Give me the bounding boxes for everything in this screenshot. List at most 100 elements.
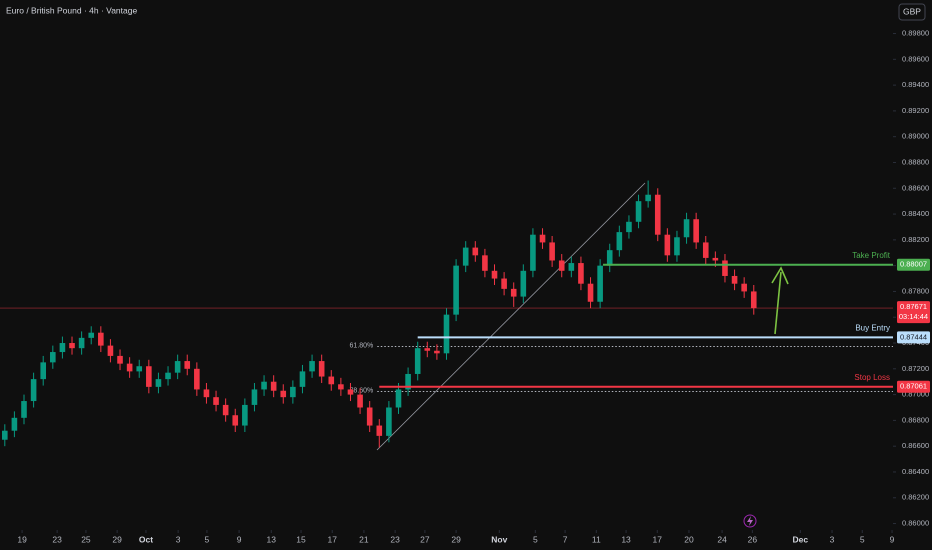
candle-body	[146, 366, 152, 387]
candle-body	[750, 291, 757, 309]
arrow-shaft	[774, 271, 782, 335]
chart-title: Euro / British Pound · 4h · Vantage	[6, 5, 137, 15]
y-tick-label: 0.89400	[902, 80, 929, 89]
candle-body	[184, 361, 191, 369]
candle-body	[251, 389, 258, 405]
candle-body	[405, 373, 411, 390]
candle-body	[395, 389, 402, 408]
y-tick-label: 0.86200	[902, 493, 929, 502]
candle-body	[414, 348, 421, 374]
candle-body	[50, 352, 56, 363]
fib-level-label: 61.80%	[350, 342, 374, 349]
candle-body	[136, 366, 143, 372]
candle-body	[491, 270, 498, 279]
x-tick-label: 25	[81, 534, 91, 544]
candle-body	[741, 283, 747, 292]
candle-body	[270, 381, 277, 391]
x-tick-label: 20	[684, 534, 694, 544]
candle-body	[98, 332, 104, 346]
candle-body	[165, 372, 171, 380]
arrow-head	[771, 266, 789, 285]
candle-body	[702, 242, 709, 258]
level-price-box	[897, 331, 930, 344]
x-tick-label: 27	[420, 534, 430, 544]
x-tick-label: 29	[451, 534, 461, 544]
candle-body	[242, 404, 248, 426]
candle-body	[347, 389, 354, 395]
x-tick-label: Oct	[139, 534, 153, 544]
x-tick-label: 13	[621, 534, 631, 544]
candle-body	[520, 270, 527, 297]
level-price-label: 0.87444	[900, 332, 927, 341]
x-tick-label: 9	[890, 534, 895, 544]
fib-level-label: 78.60%	[350, 387, 374, 394]
candle-body	[88, 332, 95, 338]
level-price-label: 0.87061	[900, 382, 927, 391]
candle-body	[482, 255, 488, 271]
event-icon[interactable]	[743, 514, 757, 528]
candle-body	[40, 362, 47, 380]
level-label: Take Profit	[852, 251, 891, 260]
candle-body	[722, 260, 728, 276]
candle-body	[386, 407, 392, 436]
candle-body	[30, 379, 37, 402]
candle-body	[107, 345, 114, 356]
candle-body	[21, 401, 27, 418]
candle-body	[626, 221, 632, 233]
y-tick-label: 0.89600	[902, 54, 929, 63]
candle-body	[558, 260, 565, 271]
currency-button[interactable]	[898, 3, 926, 21]
candle-body	[174, 361, 181, 373]
candle-body	[338, 384, 344, 390]
level-price-label: 0.88007	[900, 260, 927, 269]
y-tick-label: 0.88200	[902, 235, 929, 244]
candle-body	[232, 415, 239, 426]
y-tick-label: 0.86000	[902, 519, 929, 528]
candle-body	[635, 201, 642, 222]
y-tick-label: 0.86600	[902, 441, 929, 450]
y-tick-label: 0.87200	[902, 364, 929, 373]
candle-body	[462, 247, 469, 266]
candle-body	[376, 425, 383, 436]
candle-body	[280, 390, 287, 398]
y-tick-label: 0.88400	[902, 209, 929, 218]
candle-body	[290, 386, 296, 398]
candle-body	[606, 250, 613, 266]
x-tick-label: 17	[328, 534, 338, 544]
x-tick-label: 23	[52, 534, 62, 544]
candle-body	[645, 194, 651, 202]
fib-trend-line	[376, 182, 646, 451]
candle-body	[155, 379, 162, 387]
x-tick-label: 3	[176, 534, 181, 544]
x-tick-label: 29	[112, 534, 122, 544]
y-tick-label: 0.88600	[902, 183, 929, 192]
x-tick-label: 24	[717, 534, 727, 544]
x-tick-label: 13	[267, 534, 277, 544]
x-tick-label: Nov	[491, 534, 507, 544]
candle-body	[616, 232, 623, 251]
last-price-label: 0.87671	[900, 302, 927, 311]
x-tick-label: 11	[592, 534, 601, 544]
x-tick-label: 5	[533, 534, 538, 544]
level-price-box	[897, 380, 930, 393]
y-tick-label: 0.89800	[902, 29, 929, 38]
x-tick-label: 7	[563, 534, 568, 544]
x-tick-label: 19	[17, 534, 27, 544]
candle-body	[126, 363, 133, 372]
candle-body	[472, 247, 479, 256]
x-tick-label: 3	[830, 534, 835, 544]
candle-body	[683, 219, 690, 238]
candle-body	[587, 283, 594, 302]
candle-body	[318, 361, 325, 377]
last-price-box	[897, 301, 930, 324]
candle-body	[222, 404, 229, 416]
candle-body	[261, 381, 267, 390]
y-tick-label: 0.88800	[902, 157, 929, 166]
currency-label[interactable]: GBP	[903, 6, 921, 16]
candle-body	[453, 265, 459, 315]
candle-body	[530, 234, 536, 271]
candle-body	[549, 242, 555, 261]
